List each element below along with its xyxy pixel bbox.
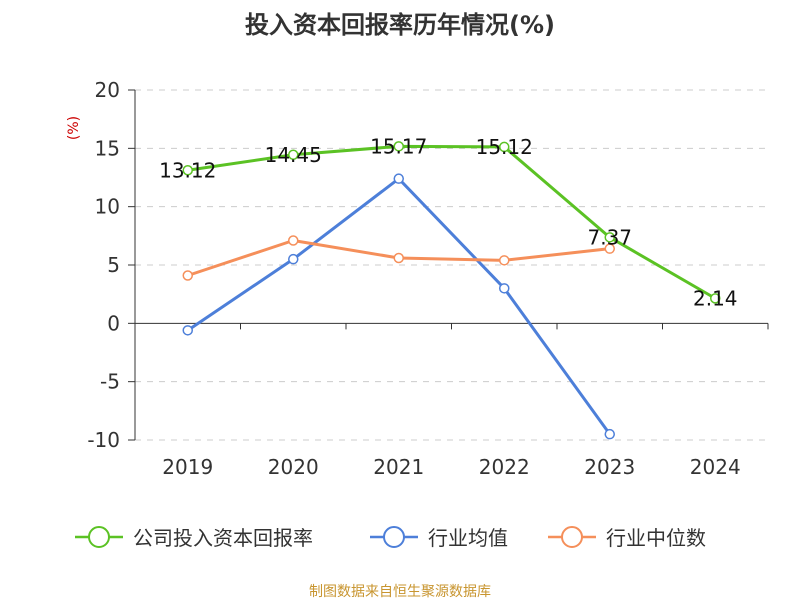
data-point[interactable] bbox=[499, 283, 510, 294]
data-label: 2.14 bbox=[693, 286, 738, 310]
y-axis-unit: (%) bbox=[66, 116, 82, 140]
data-point[interactable] bbox=[182, 325, 193, 336]
grid-layer bbox=[135, 89, 768, 441]
data-point[interactable] bbox=[604, 232, 615, 243]
data-label: 7.37 bbox=[587, 225, 632, 249]
axis-layer: 20 15 10 5 0 -5 -10 2019 2020 2021 2022 2023 2024 bbox=[87, 78, 769, 479]
x-tick-label: 2021 bbox=[373, 455, 424, 479]
data-point[interactable] bbox=[393, 173, 404, 184]
x-tick-label: 2023 bbox=[584, 455, 635, 479]
data-point[interactable] bbox=[710, 293, 721, 304]
data-label: 15.12 bbox=[476, 135, 533, 159]
x-tick-label: 2024 bbox=[690, 455, 741, 479]
data-point[interactable] bbox=[182, 270, 193, 281]
data-point[interactable] bbox=[288, 235, 299, 246]
data-point[interactable] bbox=[604, 428, 615, 440]
data-point[interactable] bbox=[288, 253, 299, 265]
legend-label: 行业中位数 bbox=[606, 526, 706, 550]
y-tick-label: 15 bbox=[95, 136, 120, 160]
data-label: 13.12 bbox=[159, 158, 216, 182]
legend-item-3[interactable]: 行业中位数 bbox=[548, 526, 706, 550]
legend-label: 公司投入资本回报率 bbox=[133, 526, 313, 550]
y-tick-label: 10 bbox=[95, 195, 120, 219]
data-point[interactable] bbox=[393, 141, 404, 152]
data-point[interactable] bbox=[604, 243, 615, 254]
series-1 bbox=[182, 141, 721, 304]
data-label: 14.45 bbox=[265, 143, 322, 167]
y-tick-label: 0 bbox=[107, 311, 120, 335]
x-tick-label: 2022 bbox=[479, 455, 530, 479]
x-tick-label: 2019 bbox=[162, 455, 213, 479]
legend-swatch-marker bbox=[383, 526, 405, 548]
data-label: 15.17 bbox=[370, 134, 427, 158]
data-point[interactable] bbox=[182, 165, 193, 176]
data-label-layer: 13.12 14.45 15.17 15.12 7.37 2.14 bbox=[159, 134, 737, 310]
series-2 bbox=[182, 173, 615, 440]
chart-title: 投入资本回报率历年情况(%) bbox=[245, 11, 555, 39]
legend-item-1[interactable]: 公司投入资本回报率 bbox=[75, 526, 313, 550]
data-point[interactable] bbox=[499, 141, 510, 153]
legend-swatch-marker bbox=[561, 526, 583, 548]
series-3 bbox=[182, 235, 615, 281]
data-point[interactable] bbox=[393, 252, 404, 264]
data-point[interactable] bbox=[288, 149, 299, 160]
y-tick-label: 20 bbox=[95, 78, 120, 102]
series-layer bbox=[182, 141, 721, 440]
data-point[interactable] bbox=[499, 255, 510, 266]
legend-label: 行业均值 bbox=[428, 526, 508, 550]
source-footer: 制图数据来自恒生聚源数据库 bbox=[309, 584, 491, 600]
y-tick-label: -5 bbox=[100, 370, 120, 394]
legend-swatch-marker bbox=[88, 526, 110, 548]
y-tick-label: -10 bbox=[87, 428, 120, 452]
y-tick-label: 5 bbox=[107, 253, 120, 277]
legend-item-2[interactable]: 行业均值 bbox=[370, 526, 508, 550]
legend[interactable]: 公司投入资本回报率 行业均值 行业中位数 bbox=[75, 526, 706, 550]
x-tick-label: 2020 bbox=[268, 455, 319, 479]
series-line bbox=[187, 144, 717, 300]
series-line bbox=[186, 177, 611, 436]
